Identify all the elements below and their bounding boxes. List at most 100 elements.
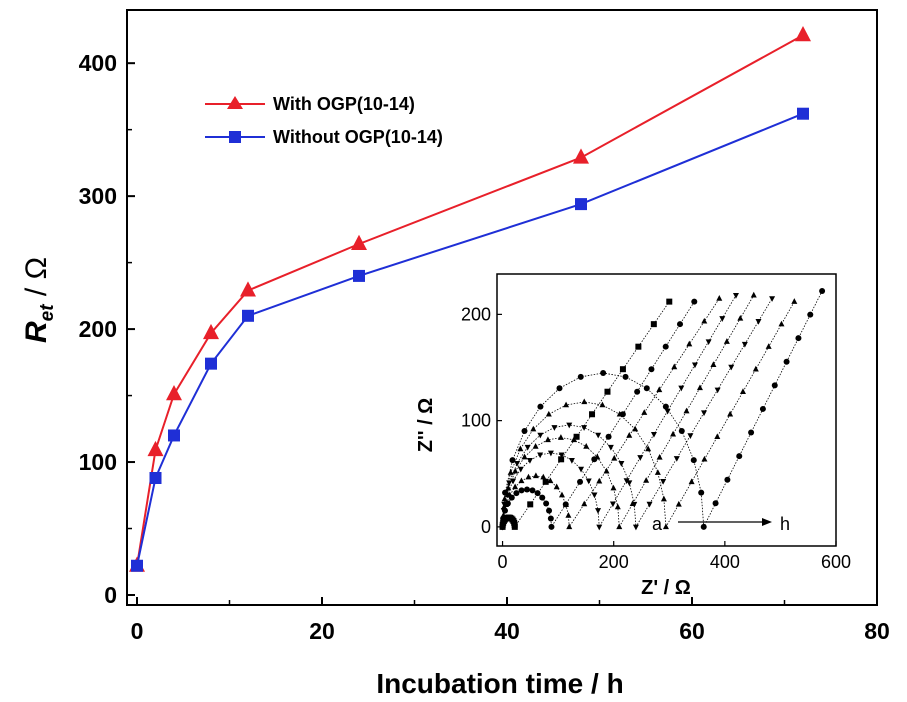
inset-data-point — [563, 401, 570, 408]
inset-data-point — [698, 489, 705, 496]
inset-x-tick-label: 400 — [710, 552, 740, 572]
data-point-without — [149, 472, 162, 484]
data-point-without — [168, 429, 180, 442]
data-point-without — [242, 309, 254, 322]
inset-data-point — [594, 453, 601, 460]
data-point-with — [147, 440, 164, 457]
inset-data-point — [783, 358, 790, 365]
inset-data-point — [748, 429, 755, 436]
inset-data-point — [500, 512, 507, 518]
x-tick-label: 20 — [309, 618, 335, 644]
inset-data-point — [677, 321, 684, 328]
data-point-without — [131, 559, 143, 572]
inset-data-point — [595, 508, 602, 514]
inset-data-point — [534, 490, 541, 497]
inset-data-point — [716, 294, 723, 301]
inset-data-point — [525, 473, 532, 480]
x-tick-label: 0 — [131, 618, 144, 644]
inset-axis-ticks: 0 200 400 600 0 100 200 — [461, 304, 851, 572]
inset-y-tick-label: 100 — [461, 411, 491, 431]
inset-data-point — [542, 478, 549, 485]
inset-data-point — [558, 452, 565, 459]
inset-data-point — [513, 490, 520, 497]
inset-x-tick-label: 600 — [821, 552, 851, 572]
inset-data-point — [700, 523, 707, 530]
inset-data-point — [609, 501, 616, 508]
inset-data-point — [736, 453, 743, 460]
inset-data-point — [656, 453, 663, 460]
inset-data-point — [712, 500, 719, 507]
inset-data-point — [646, 501, 653, 508]
y-axis-label-main: R — [20, 321, 53, 343]
inset-data-point — [795, 335, 802, 342]
inset-data-point — [622, 373, 629, 380]
inset-data-point — [727, 410, 734, 417]
inset-data-point — [545, 410, 552, 417]
inset-data-point — [537, 403, 544, 410]
y-axis-label: Ret / Ω — [20, 257, 58, 343]
data-point-without — [797, 107, 809, 120]
inset-data-point — [755, 319, 762, 325]
inset-data-point — [637, 455, 644, 461]
inset-data-point — [673, 456, 680, 462]
inset-data-point — [691, 298, 698, 305]
y-axis-label-group: Ret / Ω — [20, 257, 58, 343]
inset-data-point — [512, 483, 519, 490]
inset-data-point — [502, 489, 509, 496]
inset-data-point — [581, 500, 588, 507]
inset-data-point — [556, 385, 563, 392]
inset-data-point — [607, 444, 614, 451]
inset-data-point — [507, 469, 514, 475]
data-point-with — [166, 385, 182, 401]
inset-data-point — [750, 291, 757, 298]
inset-data-point — [603, 467, 610, 474]
legend-label-without: Without OGP(10-14) — [273, 127, 443, 147]
legend-marker-square — [229, 131, 241, 143]
main-axis-ticks: 0 20 40 60 80 0 100 200 300 400 — [79, 50, 890, 644]
inset-data-point — [518, 487, 525, 494]
data-point-with — [795, 26, 811, 42]
inset-data-point — [741, 341, 748, 348]
inset-y-tick-label: 200 — [461, 304, 491, 324]
inset-data-point — [566, 422, 573, 429]
inset-data-point — [583, 443, 590, 449]
inset-data-point — [701, 410, 708, 417]
inset-data-point — [614, 503, 621, 510]
inset-data-point — [719, 316, 726, 322]
inset-data-point — [656, 386, 663, 393]
inset-data-point — [671, 363, 678, 370]
inset-data-point — [616, 410, 623, 417]
inset-data-point — [778, 320, 785, 327]
inset-data-point — [645, 445, 652, 452]
inset-data-point — [660, 478, 667, 485]
inset-data-point — [678, 427, 685, 434]
data-point-without — [205, 357, 217, 370]
inset-data-point — [819, 288, 826, 294]
inset-data-point — [643, 477, 650, 483]
inset-data-point — [565, 512, 572, 518]
inset-data-point — [619, 366, 626, 373]
inset-data-point — [568, 457, 575, 464]
inset-data-point — [570, 436, 577, 443]
y-axis-label-sub: et — [37, 304, 58, 322]
inset-data-point — [724, 476, 731, 483]
inset-data-point — [499, 523, 506, 530]
inset-data-point — [540, 473, 547, 480]
inset-data-point — [650, 431, 657, 438]
inset-data-point — [626, 432, 633, 438]
inset-y-axis-label: Z'' / Ω — [415, 398, 437, 452]
y-tick-label: 400 — [79, 50, 117, 76]
inset-data-point — [514, 461, 521, 467]
inset-x-axis-label: Z' / Ω — [641, 577, 691, 599]
inset-data-point — [517, 466, 524, 473]
inset-data-point — [562, 501, 569, 507]
inset-data-point — [547, 477, 554, 484]
inset-data-point — [548, 523, 555, 530]
inset-data-point — [618, 461, 625, 467]
y-axis-label-unit: / Ω — [20, 257, 53, 304]
inset-data-point — [581, 398, 588, 405]
inset-y-tick-label: 0 — [481, 517, 491, 537]
inset-data-point — [596, 477, 603, 484]
inset-data-point — [728, 364, 735, 371]
series-line-without — [136, 112, 804, 566]
